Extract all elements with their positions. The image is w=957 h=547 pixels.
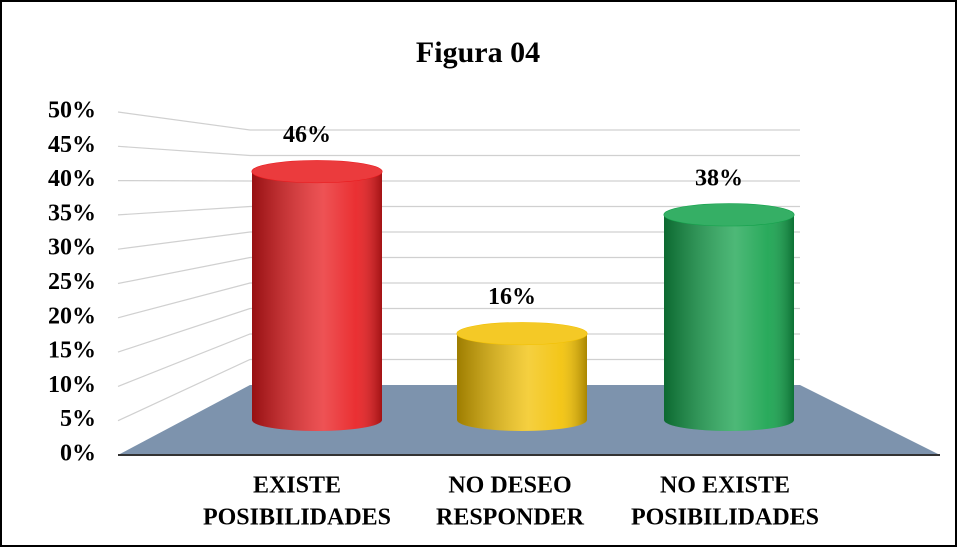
grid-line bbox=[117, 145, 800, 157]
x-tick-label: POSIBILIDADES bbox=[631, 505, 819, 531]
chart-title: Figura 04 bbox=[416, 36, 540, 69]
x-tick-label: EXISTE bbox=[253, 473, 341, 499]
data-label: 16% bbox=[488, 284, 536, 310]
data-label: 38% bbox=[695, 165, 743, 191]
x-tick-label: POSIBILIDADES bbox=[203, 505, 391, 531]
grid-line bbox=[117, 231, 800, 250]
grid-line bbox=[117, 358, 800, 422]
y-tick-label: 45% bbox=[48, 132, 96, 158]
bar bbox=[251, 160, 383, 431]
grid-line bbox=[117, 111, 800, 131]
y-tick-label: 0% bbox=[60, 441, 96, 467]
x-tick-label: NO EXISTE bbox=[660, 473, 790, 499]
y-tick-label: 5% bbox=[60, 406, 96, 432]
grid-line bbox=[117, 205, 800, 216]
grid-line bbox=[117, 333, 800, 387]
bar bbox=[456, 322, 588, 431]
grid-line bbox=[117, 256, 800, 285]
y-tick-label: 25% bbox=[48, 269, 96, 295]
bar bbox=[663, 203, 795, 431]
grid-line bbox=[117, 307, 800, 353]
data-label: 46% bbox=[283, 122, 331, 148]
x-tick-label: RESPONDER bbox=[436, 505, 585, 531]
grid-line bbox=[117, 282, 800, 319]
y-tick-label: 10% bbox=[48, 372, 96, 398]
y-tick-label: 35% bbox=[48, 200, 96, 226]
y-tick-label: 30% bbox=[48, 235, 96, 261]
y-tick-label: 40% bbox=[48, 166, 96, 192]
y-tick-label: 50% bbox=[48, 98, 96, 124]
x-tick-label: NO DESEO bbox=[448, 473, 571, 499]
y-tick-label: 20% bbox=[48, 303, 96, 329]
y-tick-label: 15% bbox=[48, 338, 96, 364]
